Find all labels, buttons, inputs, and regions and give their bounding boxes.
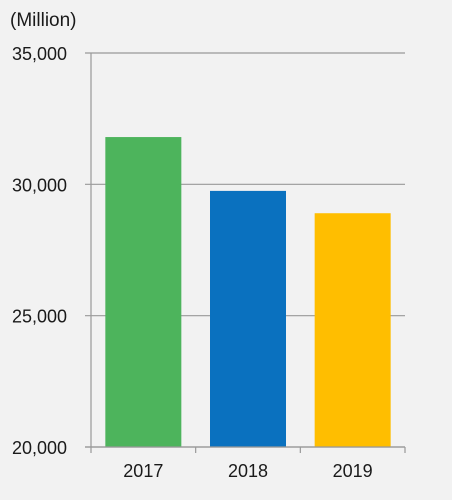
bar-2018 xyxy=(210,190,286,447)
y-tick-label: 20,000 xyxy=(12,438,67,458)
bar-2017 xyxy=(105,137,182,447)
x-tick-labels: 2017 2018 2019 xyxy=(123,461,372,481)
x-tick-label: 2017 xyxy=(123,461,163,481)
unit-label: (Million) xyxy=(10,10,77,31)
y-tick-labels: 20,000 25,000 30,000 35,000 xyxy=(12,44,67,458)
y-tick-label: 30,000 xyxy=(12,175,67,195)
y-tick-label: 35,000 xyxy=(12,44,67,64)
y-tick-label: 25,000 xyxy=(12,307,67,327)
bar-2019 xyxy=(314,213,391,447)
axes xyxy=(85,53,406,453)
bars xyxy=(105,137,391,447)
x-tick-label: 2019 xyxy=(333,461,373,481)
x-tick-label: 2018 xyxy=(228,461,268,481)
